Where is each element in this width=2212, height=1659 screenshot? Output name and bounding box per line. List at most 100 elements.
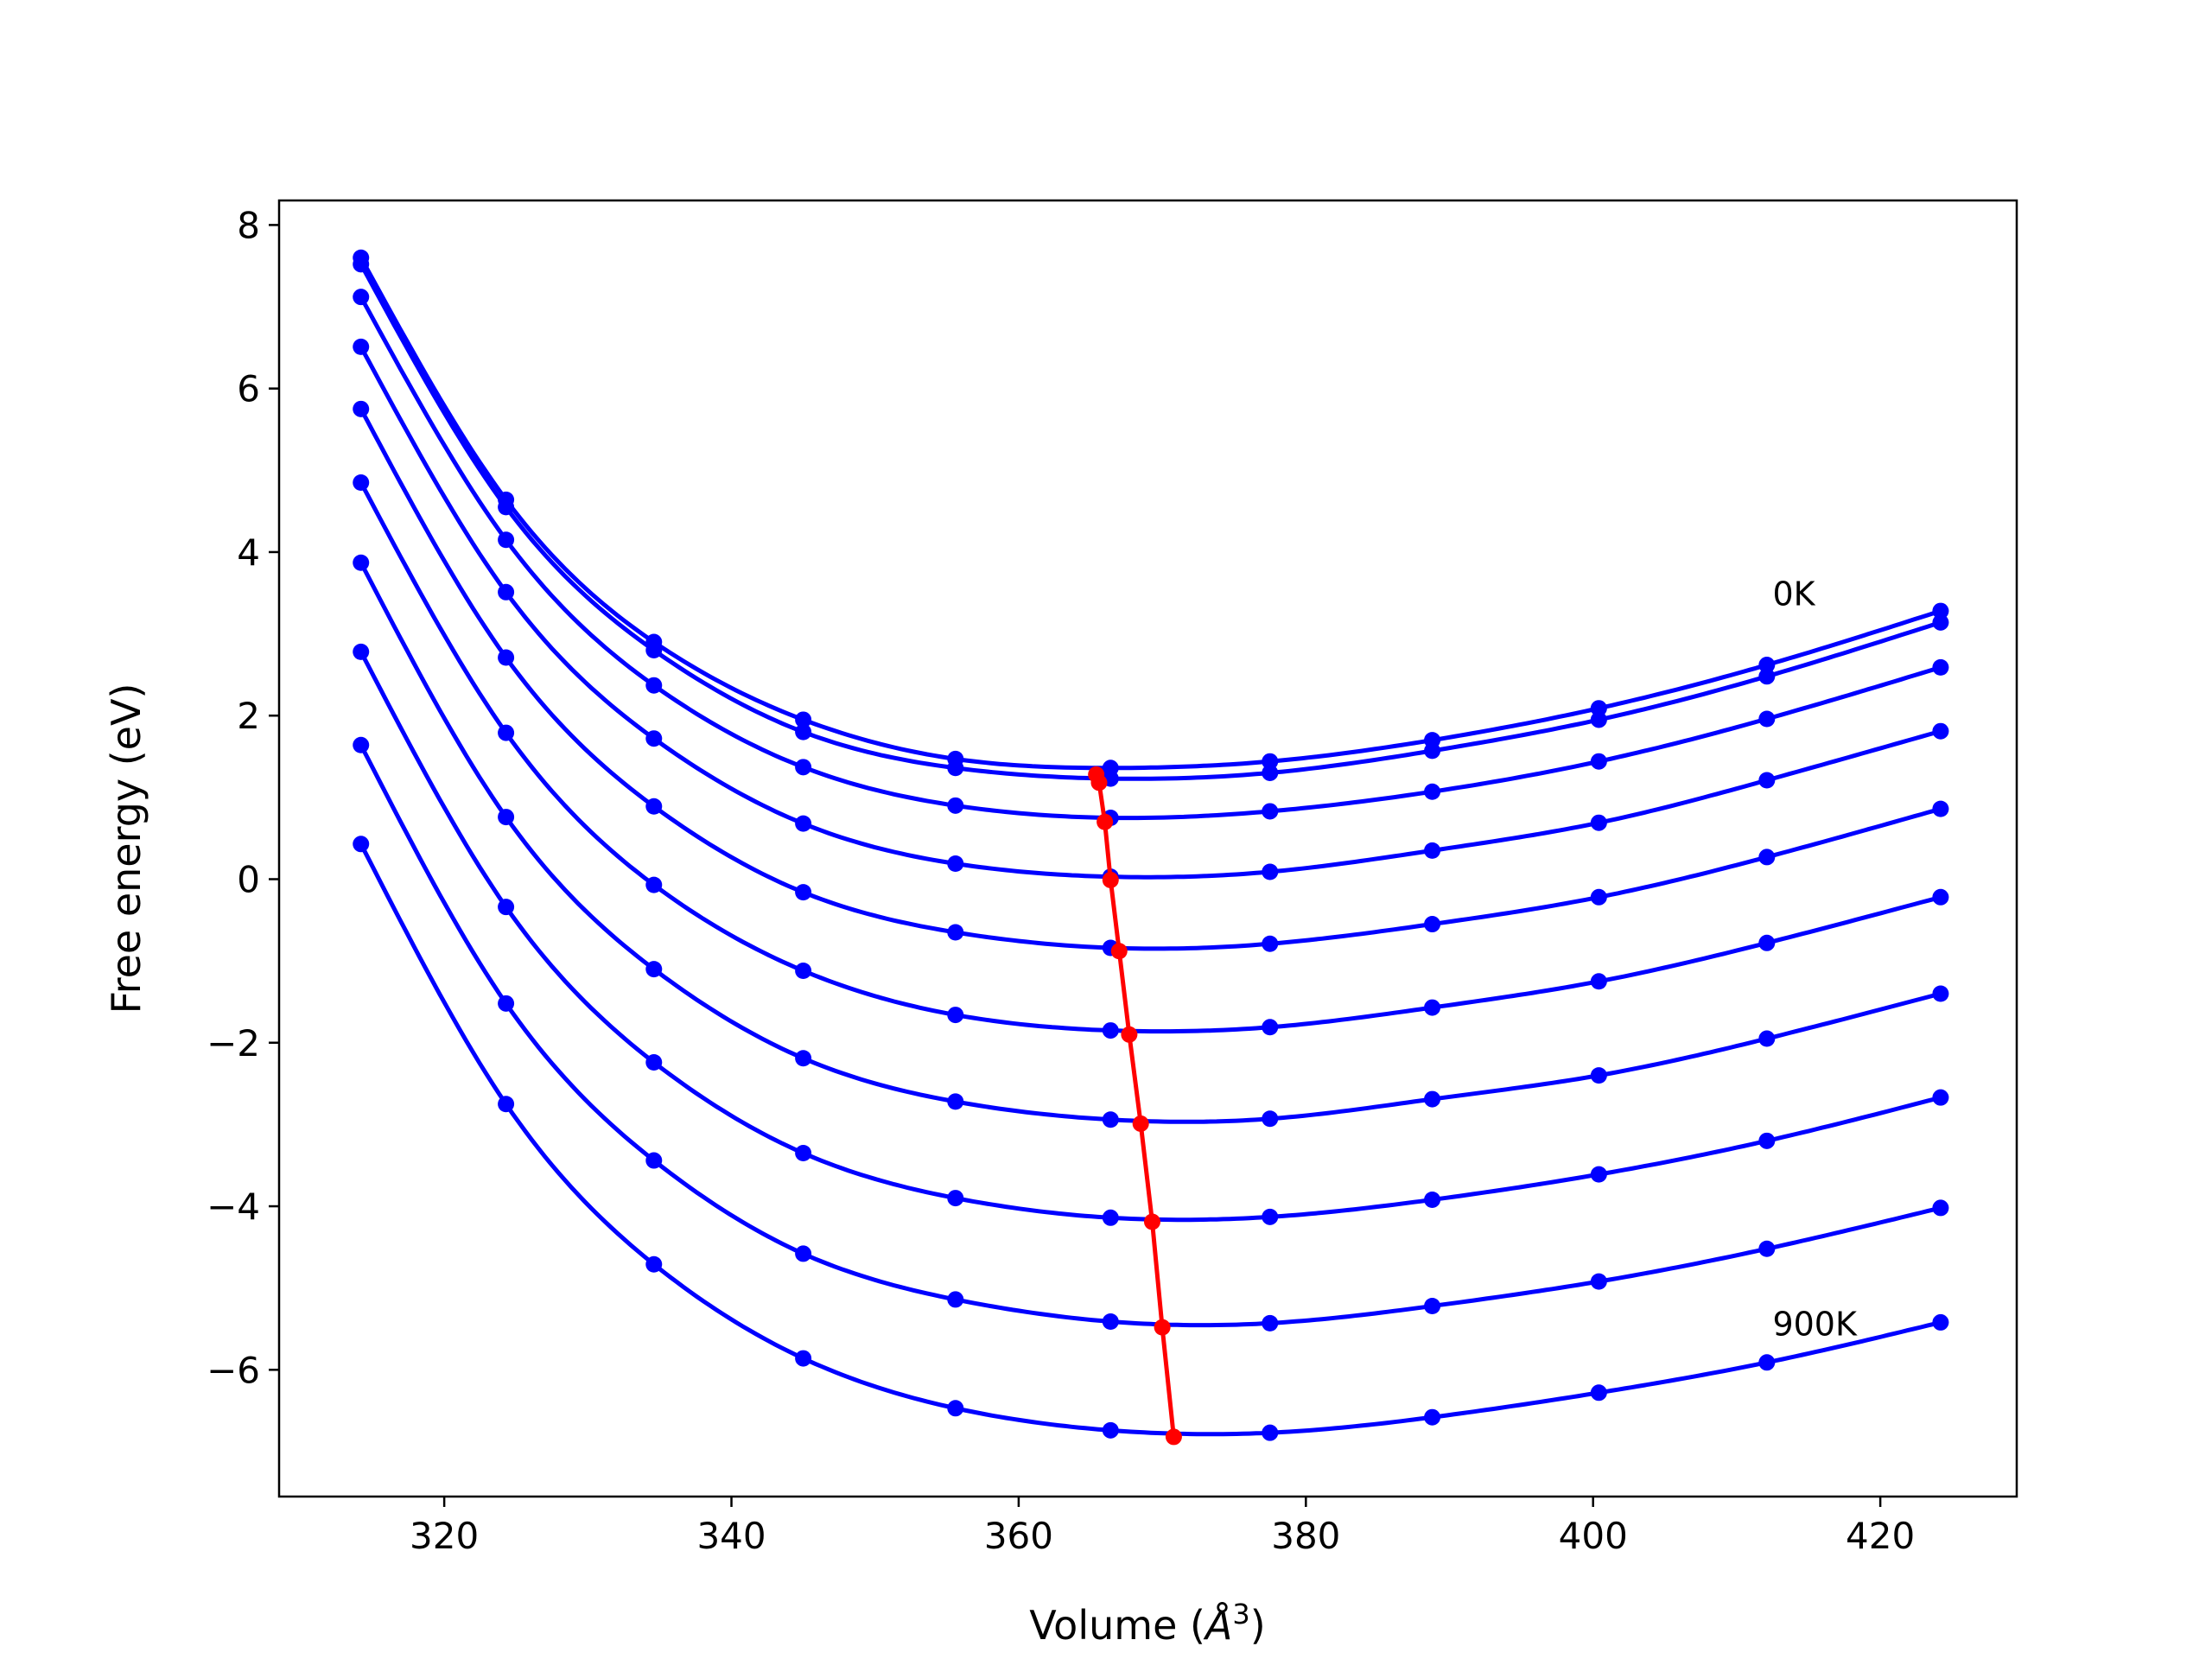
energy-point xyxy=(1932,658,1949,676)
energy-point xyxy=(1758,934,1776,951)
energy-points xyxy=(353,249,1949,1441)
energy-point xyxy=(645,642,663,659)
y-tick-label: −2 xyxy=(207,1022,260,1065)
energy-point xyxy=(795,1350,812,1367)
energy-point xyxy=(1424,1408,1441,1426)
energy-curve-5 xyxy=(359,481,1942,1034)
energy-point xyxy=(947,855,964,873)
energy-point xyxy=(498,899,515,916)
energy-curve-1 xyxy=(359,263,1942,781)
energy-point xyxy=(1424,1297,1441,1314)
energy-point xyxy=(1758,1030,1776,1047)
curve-annotation: 0K xyxy=(1772,575,1815,613)
energy-curve-0 xyxy=(359,256,1942,771)
energy-point xyxy=(1590,753,1607,770)
x-tick-label: 400 xyxy=(1559,1515,1628,1557)
energy-point xyxy=(1932,800,1949,817)
energy-point xyxy=(795,1050,812,1067)
energy-point xyxy=(1262,1314,1279,1332)
energy-curve-4 xyxy=(359,408,1942,951)
energy-point xyxy=(1424,842,1441,859)
x-tick-label: 320 xyxy=(410,1515,479,1557)
y-tick-label: −4 xyxy=(207,1185,260,1228)
energy-point xyxy=(947,1400,964,1417)
minimum-point xyxy=(1121,1026,1138,1043)
energy-point xyxy=(1262,935,1279,952)
energy-point xyxy=(1262,1110,1279,1128)
energy-point xyxy=(795,884,812,901)
energy-point xyxy=(645,730,663,747)
curve-annotation: 900K xyxy=(1772,1306,1858,1344)
energy-point xyxy=(1932,888,1949,906)
energy-point xyxy=(645,961,663,978)
energy-point xyxy=(1424,783,1441,800)
y-axis-label: Free energy (eV) xyxy=(103,683,149,1014)
energy-point xyxy=(498,499,515,516)
energy-point xyxy=(1590,700,1607,717)
energy-curve-8 xyxy=(359,744,1942,1328)
x-tick-label: 360 xyxy=(984,1515,1053,1557)
energy-point xyxy=(1932,985,1949,1002)
energy-point xyxy=(645,677,663,694)
energy-point xyxy=(1590,888,1607,906)
energy-point xyxy=(1590,814,1607,831)
energy-point xyxy=(1932,602,1949,620)
energy-point xyxy=(1758,1132,1776,1149)
energy-point xyxy=(1590,1384,1607,1402)
energy-point xyxy=(353,736,370,753)
energy-point xyxy=(1262,1424,1279,1441)
energy-point xyxy=(645,798,663,815)
energy-curves xyxy=(359,256,1942,1437)
energy-point xyxy=(353,400,370,417)
energy-point xyxy=(1424,1191,1441,1208)
energy-point xyxy=(1102,1209,1119,1226)
minimum-point xyxy=(1143,1213,1160,1230)
minimum-point xyxy=(1096,813,1114,830)
y-tick-label: 8 xyxy=(237,204,260,246)
energy-point xyxy=(498,724,515,741)
y-tick-label: 6 xyxy=(237,368,260,410)
energy-point xyxy=(1590,711,1607,728)
energy-point xyxy=(1758,710,1776,728)
energy-point xyxy=(645,1053,663,1071)
minimum-point xyxy=(1102,871,1119,888)
energy-point xyxy=(1262,1019,1279,1036)
x-axis-label: Volume (Å3) xyxy=(1029,1598,1265,1649)
energy-point xyxy=(947,1007,964,1024)
x-axis-label-close: ) xyxy=(1250,1602,1266,1649)
energy-curve-9 xyxy=(359,842,1942,1437)
annotations: 0K 900K xyxy=(1772,575,1858,1343)
energy-point xyxy=(498,649,515,666)
energy-point xyxy=(1758,849,1776,866)
x-axis-label-exponent: 3 xyxy=(1232,1598,1249,1630)
energy-point xyxy=(1590,973,1607,990)
energy-point xyxy=(1424,1090,1441,1108)
y-tick-label: 4 xyxy=(237,531,260,574)
energy-point xyxy=(1424,742,1441,760)
energy-point xyxy=(1932,613,1949,631)
energy-point xyxy=(353,289,370,306)
energy-point xyxy=(795,815,812,832)
energy-point xyxy=(353,554,370,571)
energy-point xyxy=(1932,1199,1949,1217)
y-tick-label: −6 xyxy=(207,1349,260,1391)
energy-point xyxy=(947,1093,964,1110)
energy-point xyxy=(498,583,515,601)
energy-point xyxy=(1932,1089,1949,1106)
energy-point xyxy=(353,338,370,355)
energy-point xyxy=(645,876,663,893)
energy-point xyxy=(1102,1022,1119,1039)
energy-point xyxy=(1102,1111,1119,1128)
energy-point xyxy=(353,256,370,273)
energy-point xyxy=(1590,1067,1607,1084)
energy-point xyxy=(498,531,515,549)
energy-point xyxy=(353,643,370,660)
energy-point xyxy=(1102,1313,1119,1330)
energy-point xyxy=(947,1291,964,1308)
x-tick-label: 380 xyxy=(1271,1515,1340,1557)
minimum-point xyxy=(1090,774,1108,791)
energy-point xyxy=(1262,803,1279,820)
x-axis-label-unit: Å xyxy=(1203,1602,1232,1649)
x-axis-label-main: Volume ( xyxy=(1029,1602,1205,1649)
